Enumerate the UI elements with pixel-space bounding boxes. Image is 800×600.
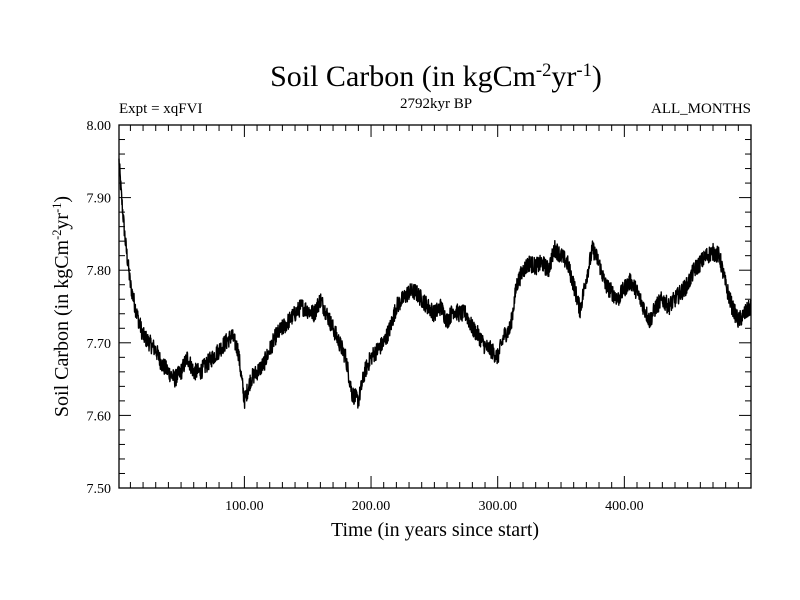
y-tick-label: 8.00 xyxy=(87,119,112,134)
y-tick-label: 7.90 xyxy=(87,192,112,207)
x-tick-label: 100.00 xyxy=(225,499,264,514)
labels-group: 100.00 200.00 300.00 400.00 7.50 7.60 7.70 7.80… xyxy=(50,60,751,542)
plot-frame xyxy=(118,124,752,489)
y-tick-label: 7.50 xyxy=(87,482,112,497)
months-label: ALL_MONTHS xyxy=(651,101,751,117)
y-tick-label: 7.70 xyxy=(87,337,112,352)
experiment-label: Expt = xqFVI xyxy=(119,101,202,117)
chart-title: Soil Carbon (in kgCm-2yr-1) xyxy=(270,60,602,94)
x-tick-label: 400.00 xyxy=(605,499,644,514)
ticks-group xyxy=(119,125,751,488)
x-tick-label: 200.00 xyxy=(352,499,391,514)
series-group xyxy=(118,158,752,409)
y-tick-label: 7.80 xyxy=(87,264,112,279)
chart-subtitle: 2792kyr BP xyxy=(400,96,472,112)
y-axis-label: Soil Carbon (in kgCm-2yr-1) xyxy=(50,196,73,417)
x-tick-label: 300.00 xyxy=(478,499,517,514)
series-line xyxy=(118,158,752,409)
y-tick-label: 7.60 xyxy=(87,409,112,424)
x-axis-label: Time (in years since start) xyxy=(331,519,539,541)
